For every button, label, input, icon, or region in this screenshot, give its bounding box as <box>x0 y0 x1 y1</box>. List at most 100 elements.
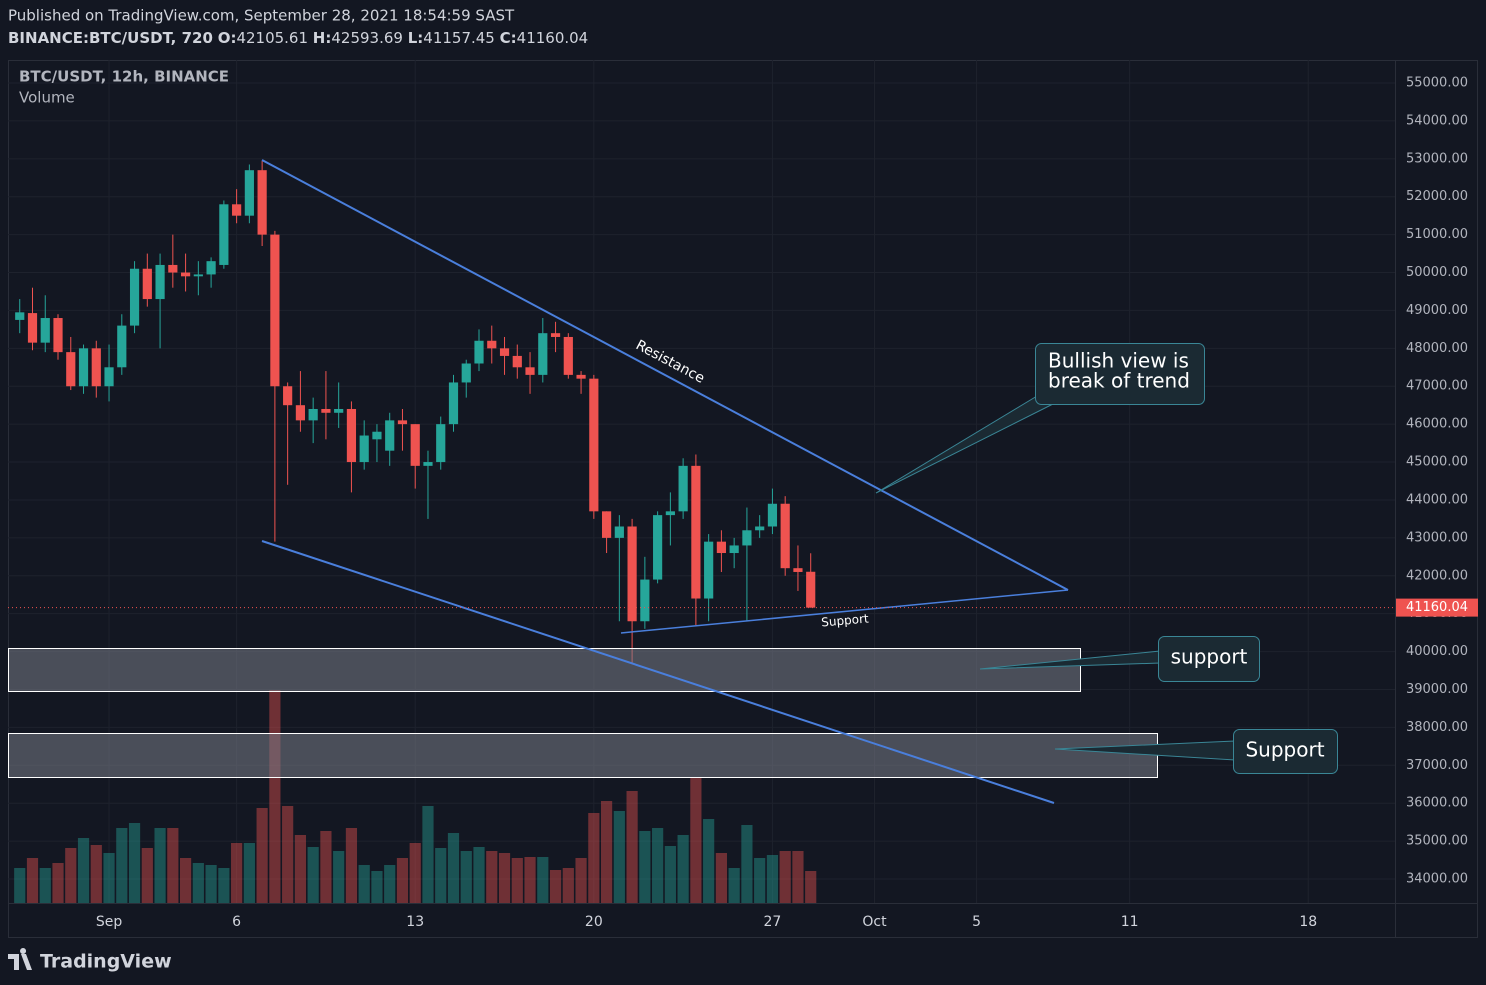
x-tick-label: Oct <box>862 914 887 930</box>
y-tick-label: 51000.00 <box>1406 227 1468 242</box>
volume-bar <box>371 871 383 903</box>
volume-bar <box>52 863 64 903</box>
y-tick-label: 43000.00 <box>1406 530 1468 545</box>
candle-body <box>601 511 612 538</box>
volume-bar <box>524 857 536 903</box>
candle-body <box>512 355 522 368</box>
candle-body <box>283 386 293 406</box>
candle-body <box>232 204 242 216</box>
y-tick-label: 35000.00 <box>1406 834 1468 849</box>
callout-box <box>1233 729 1338 774</box>
candle-body <box>691 465 701 599</box>
candle-body <box>15 312 25 320</box>
ohlc-value: 42105.61 <box>236 29 308 47</box>
x-tick-label: 11 <box>1121 914 1139 930</box>
y-tick-label: 55000.00 <box>1406 76 1468 91</box>
candle-body <box>563 336 573 375</box>
candle-body <box>270 234 280 387</box>
ohlc-label: H: <box>313 29 332 47</box>
candle-body <box>410 424 420 466</box>
volume-bar <box>384 865 396 903</box>
volume-bar <box>766 855 779 903</box>
volume-bar <box>613 811 625 903</box>
y-tick-label: 34000.00 <box>1406 872 1468 887</box>
x-tick-label: Sep <box>96 914 123 930</box>
brand: TradingView <box>40 951 172 973</box>
volume-bar <box>575 858 587 903</box>
volume-bar <box>243 843 255 903</box>
symbol: BINANCE:BTC/USDT, 720 <box>8 29 213 47</box>
volume-bar <box>333 851 345 903</box>
volume-bar <box>409 843 421 903</box>
candle-body <box>142 268 152 300</box>
candle-body <box>525 367 535 375</box>
ohlc-value: 42593.69 <box>331 29 403 47</box>
candle-body <box>767 503 778 527</box>
candle-body <box>793 568 803 572</box>
candle-body <box>219 204 229 265</box>
y-tick-label: 42000.00 <box>1406 568 1468 583</box>
support-line <box>620 589 1069 634</box>
volume-bar <box>435 848 447 903</box>
volume-bar <box>65 848 77 903</box>
candle-body <box>729 545 739 554</box>
volume-bar <box>14 868 26 903</box>
volume-bar <box>345 828 358 903</box>
candle-body <box>53 318 63 353</box>
candle-body <box>627 526 637 622</box>
ohlc-value: 41160.04 <box>517 29 589 47</box>
x-tick-label: 13 <box>406 914 424 930</box>
y-tick-label: 46000.00 <box>1406 417 1468 432</box>
candle-body <box>436 424 446 463</box>
volume-bar <box>728 868 740 903</box>
candle-body <box>423 462 433 466</box>
candle-body <box>117 325 127 368</box>
candle-body <box>372 431 382 440</box>
volume-bar <box>141 848 153 903</box>
candle-body <box>78 348 89 387</box>
volume-bar <box>588 813 600 903</box>
volume-bar <box>154 828 166 903</box>
lower-trend-line <box>261 540 1055 804</box>
volume-bar <box>218 868 230 903</box>
ohlc-label: L: <box>408 29 424 47</box>
volume-bar <box>741 825 753 903</box>
candle-body <box>742 530 752 546</box>
y-tick-label: 39000.00 <box>1406 682 1468 697</box>
volume-bar <box>715 853 727 903</box>
legend-title: BTC/USDT, 12h, BINANCE <box>19 68 229 86</box>
candle-body <box>716 541 726 554</box>
callout-box <box>1158 636 1260 682</box>
ohlc-label: C: <box>500 29 517 47</box>
symbol-line: BINANCE:BTC/USDT, 720 O:42105.61 H:42593… <box>8 29 588 47</box>
resistance-label: Resistance <box>633 337 707 387</box>
y-tick-label: 37000.00 <box>1406 758 1468 773</box>
logo: TradingView <box>8 948 172 973</box>
candle-body <box>614 526 624 538</box>
candle-body <box>474 340 484 364</box>
candle-body <box>308 408 318 421</box>
y-tick-label: 50000.00 <box>1406 265 1468 280</box>
candle-body <box>180 272 191 277</box>
y-tick-label: 44000.00 <box>1406 492 1468 507</box>
volume-bar <box>511 858 523 903</box>
volume-bar <box>103 853 115 903</box>
x-tick-label: 6 <box>232 914 241 930</box>
candle-body <box>665 511 675 516</box>
resistance-line <box>261 159 1069 591</box>
candle-body <box>193 274 203 277</box>
candle-body <box>321 408 331 413</box>
volume-bar <box>447 833 460 903</box>
callout-box <box>1035 343 1205 405</box>
volume-bar <box>231 843 243 903</box>
volume-bar <box>486 851 498 903</box>
candle-body <box>66 352 76 387</box>
volume-bar <box>652 828 664 903</box>
callout-text: Bullish view is <box>1048 349 1189 373</box>
candle-body <box>257 170 267 235</box>
candle-body <box>538 333 548 375</box>
x-tick-label: 5 <box>972 914 981 930</box>
y-tick-label: 54000.00 <box>1406 113 1468 128</box>
axes: 34000.00 35000.00 36000.00 37000.00 38000.00… <box>8 76 1478 930</box>
volume-bar <box>282 806 294 903</box>
